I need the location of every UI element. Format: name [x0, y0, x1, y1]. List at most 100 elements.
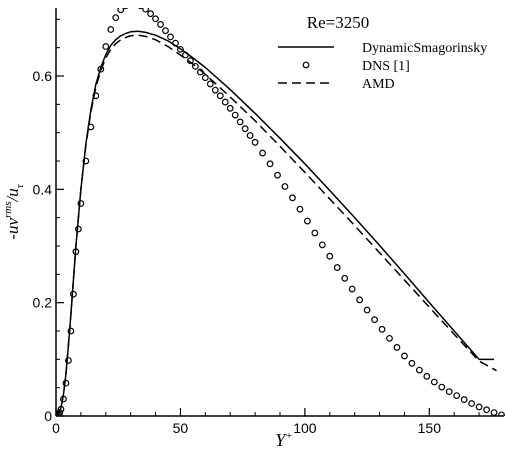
- series-dns-markers: [56, 1, 505, 416]
- legend-marker-dns: [302, 61, 310, 69]
- dns-point: [274, 171, 281, 179]
- dns-point: [167, 33, 174, 41]
- series-amd-line: [56, 34, 497, 416]
- legend-label: AMD: [362, 77, 395, 92]
- dns-point: [241, 125, 249, 133]
- x-axis-label: Y+: [275, 430, 292, 450]
- dns-point: [371, 316, 378, 324]
- series-layer: [56, 1, 505, 416]
- dns-point: [162, 27, 169, 35]
- dns-point: [191, 62, 199, 70]
- dns-point: [386, 334, 393, 342]
- dns-point: [67, 327, 75, 335]
- dns-point: [152, 15, 159, 23]
- x-tick-label: 100: [293, 420, 317, 436]
- dns-point: [128, 1, 134, 7]
- dns-point: [172, 39, 179, 47]
- y-axis-label-sup: rms: [2, 201, 14, 218]
- y-tick-label: 0.4: [33, 181, 53, 197]
- series-dynamic-smagorinsky-line: [56, 30, 495, 416]
- dns-point: [147, 10, 154, 18]
- dns-point: [138, 8, 144, 10]
- dns-point: [231, 111, 239, 119]
- dns-point: [490, 409, 498, 416]
- dns-point: [423, 372, 431, 380]
- dns-point: [74, 225, 82, 233]
- dns-point: [70, 290, 77, 298]
- y-axis-label-sub: τ: [14, 183, 26, 188]
- dns-point: [216, 92, 224, 100]
- dns-point: [483, 406, 490, 414]
- dns-point: [303, 217, 311, 225]
- dns-point: [211, 86, 219, 94]
- dns-point: [221, 98, 229, 106]
- dns-point: [186, 57, 194, 65]
- dns-point: [341, 274, 349, 282]
- dns-point: [296, 205, 304, 213]
- dns-point: [77, 200, 85, 207]
- dns-point: [289, 194, 296, 202]
- dns-point: [133, 1, 139, 7]
- dns-point: [259, 149, 266, 157]
- dns-point: [123, 8, 129, 10]
- dns-point: [62, 379, 70, 387]
- y-tick-label: 0.2: [33, 295, 53, 311]
- dns-point: [206, 80, 214, 88]
- dns-point: [326, 252, 334, 260]
- dns-point: [87, 123, 95, 131]
- dns-point: [378, 325, 386, 333]
- dns-point: [408, 359, 416, 367]
- dns-point: [266, 160, 274, 168]
- y-tick-label: 0: [44, 408, 52, 424]
- dns-point: [65, 357, 72, 364]
- dns-point: [182, 51, 189, 59]
- dns-point: [226, 104, 234, 112]
- plot-axes: [55, 8, 504, 417]
- dns-point: [281, 183, 289, 190]
- y-axis-label-slash: /u: [3, 188, 22, 202]
- legend-label: DynamicSmagorinsky: [362, 41, 487, 56]
- dns-point: [142, 8, 149, 13]
- dns-point: [333, 264, 341, 271]
- x-axis-label-sup: +: [285, 430, 292, 442]
- dns-point: [251, 138, 259, 146]
- x-tick-label: 50: [173, 420, 189, 436]
- dns-point: [157, 21, 164, 28]
- y-tick-label: 0.6: [33, 68, 53, 84]
- dns-point: [82, 157, 90, 165]
- dns-point: [415, 366, 423, 374]
- dns-point: [117, 8, 125, 14]
- dns-point: [348, 285, 356, 293]
- dns-point: [318, 241, 326, 249]
- x-tick-label: 150: [418, 420, 442, 436]
- y-axis-label-prefix: -uv: [3, 218, 22, 240]
- dns-point: [102, 43, 110, 50]
- dns-point: [363, 306, 371, 314]
- dns-point: [236, 118, 244, 126]
- dns-point: [97, 65, 105, 73]
- reynolds-annotation: Re=3250: [307, 13, 369, 32]
- dns-point: [468, 400, 476, 407]
- dns-point: [57, 405, 65, 413]
- axis-ticks: 0 50 100 150 0 0.2 0.4 0.6: [33, 18, 480, 436]
- dns-point: [475, 403, 483, 411]
- legend: DynamicSmagorinsky DNS [1] AMD: [278, 41, 487, 92]
- dns-point: [430, 378, 438, 386]
- x-axis-label-base: Y: [275, 430, 287, 450]
- y-axis-label: -uvrms/uτ: [2, 183, 26, 239]
- dns-point: [201, 74, 209, 82]
- dns-point: [177, 45, 184, 53]
- dns-point: [453, 392, 461, 400]
- dns-point: [438, 383, 446, 391]
- dns-point: [460, 396, 468, 403]
- dns-point: [92, 92, 100, 100]
- dns-point: [311, 229, 319, 237]
- dns-point: [445, 388, 453, 396]
- dns-point: [112, 14, 120, 22]
- dns-point: [498, 411, 505, 416]
- dns-point: [356, 296, 364, 304]
- x-tick-label: 0: [52, 420, 60, 436]
- dns-point: [393, 344, 401, 351]
- dns-point: [246, 132, 254, 139]
